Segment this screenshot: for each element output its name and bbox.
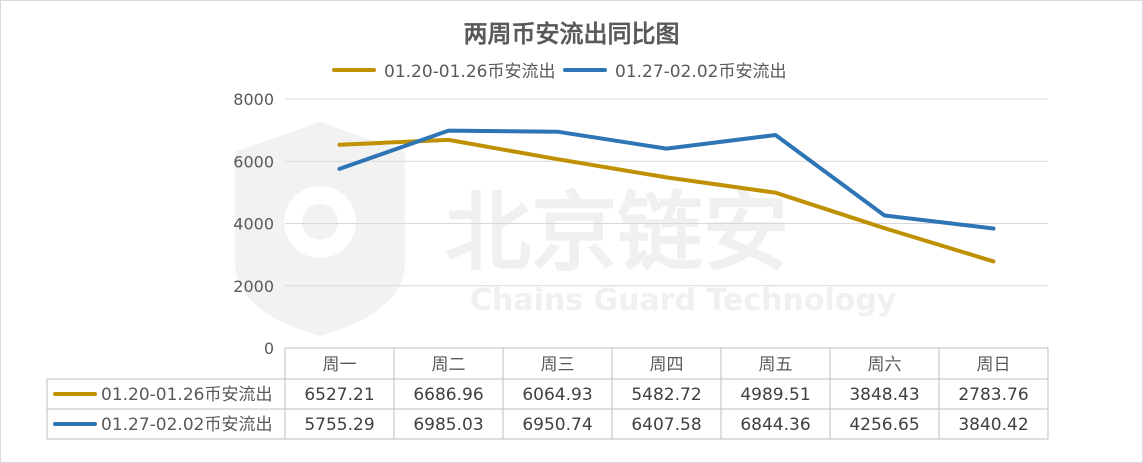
chart-title: 两周币安流出同比图	[463, 20, 680, 48]
data-label: 6686.96	[413, 385, 483, 405]
data-label: 5755.29	[304, 415, 374, 435]
gridlines	[285, 98, 1048, 287]
data-table: 周一 周二 周三 周四 周五 周六 周日 01.20-01.26币安流出 6527.21 6686…	[46, 347, 1049, 440]
data-label: 6407.58	[631, 415, 701, 435]
legend-entry: 01.20-01.26币安流出	[384, 62, 555, 82]
data-label: 5482.72	[631, 385, 701, 405]
x-tick-label: 周日	[977, 355, 1011, 375]
table-series-name: 01.20-01.26币安流出	[101, 385, 272, 405]
x-tick-label: 周二	[432, 355, 466, 375]
watermark: 北京链安 Chains Guard Technology	[235, 122, 897, 336]
watermark-gear-hub	[302, 204, 338, 240]
data-label: 2783.76	[958, 385, 1028, 405]
series-lines	[337, 128, 996, 264]
watermark-subtext: Chains Guard Technology	[470, 283, 897, 318]
y-tick-label: 2000	[233, 277, 274, 296]
x-tick-label: 周五	[759, 355, 793, 375]
data-label: 3848.43	[849, 385, 919, 405]
data-label: 6985.03	[413, 415, 483, 435]
data-label: 4256.65	[849, 415, 919, 435]
data-label: 6844.36	[740, 415, 810, 435]
data-label: 6064.93	[522, 385, 592, 405]
y-tick-label: 6000	[233, 152, 274, 171]
series-line	[337, 128, 996, 231]
legend-entry: 01.27-02.02币安流出	[615, 62, 786, 82]
legend: 01.20-01.26币安流出 01.27-02.02币安流出	[332, 62, 786, 82]
x-tick-label: 周四	[650, 355, 684, 375]
table-series-name: 01.27-02.02币安流出	[101, 415, 272, 435]
y-tick-label: 8000	[233, 90, 274, 109]
data-label: 4989.51	[740, 385, 810, 405]
data-label: 3840.42	[958, 415, 1028, 435]
data-label: 6950.74	[522, 415, 592, 435]
series-line	[337, 137, 996, 264]
x-tick-label: 周一	[323, 355, 357, 375]
watermark-text: 北京链安	[445, 183, 789, 283]
x-tick-label: 周三	[541, 355, 575, 375]
y-tick-label: 0	[264, 339, 274, 358]
x-tick-label: 周六	[868, 355, 902, 375]
data-label: 6527.21	[304, 385, 374, 405]
y-tick-label: 4000	[233, 215, 274, 234]
y-axis: 0 2000 4000 6000 8000	[233, 90, 274, 358]
